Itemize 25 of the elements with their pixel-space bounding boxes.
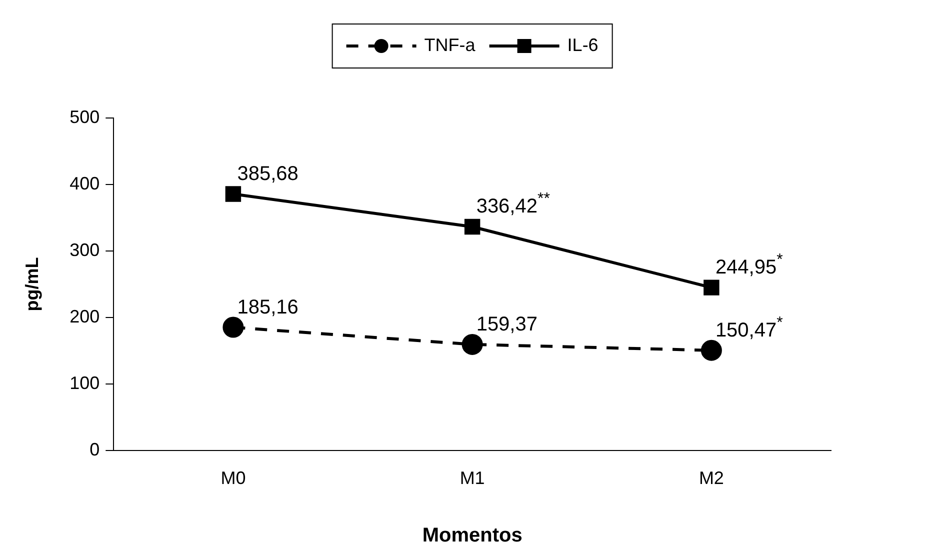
point — [700, 340, 722, 361]
point — [462, 334, 483, 355]
y-tick-label: 100 — [70, 372, 100, 393]
x-axis-title: Momentos — [422, 524, 522, 547]
y-tick-label: 200 — [70, 306, 100, 326]
data-label: 244,95* — [715, 252, 783, 279]
point — [464, 218, 480, 235]
data-label: 385,68 — [237, 163, 298, 185]
point — [222, 316, 244, 338]
point — [225, 186, 242, 202]
y-tick-label: 0 — [90, 439, 100, 460]
data-label: 150,47* — [715, 314, 783, 342]
x-tick-label: M1 — [460, 468, 485, 488]
y-tick-label: 500 — [70, 106, 100, 127]
y-tick-label: 300 — [70, 240, 100, 260]
legend-label: TNF-a — [424, 34, 476, 55]
legend-label: IL-6 — [567, 34, 598, 55]
y-axis-title: pg/mL — [22, 257, 42, 312]
data-label: 336,42** — [476, 190, 550, 218]
x-tick-label: M0 — [220, 468, 246, 488]
data-label: 185,16 — [237, 296, 298, 318]
y-tick-label: 400 — [70, 173, 100, 194]
x-tick-label: M2 — [698, 468, 724, 488]
data-label: 159,37 — [476, 313, 538, 336]
point — [704, 280, 720, 296]
